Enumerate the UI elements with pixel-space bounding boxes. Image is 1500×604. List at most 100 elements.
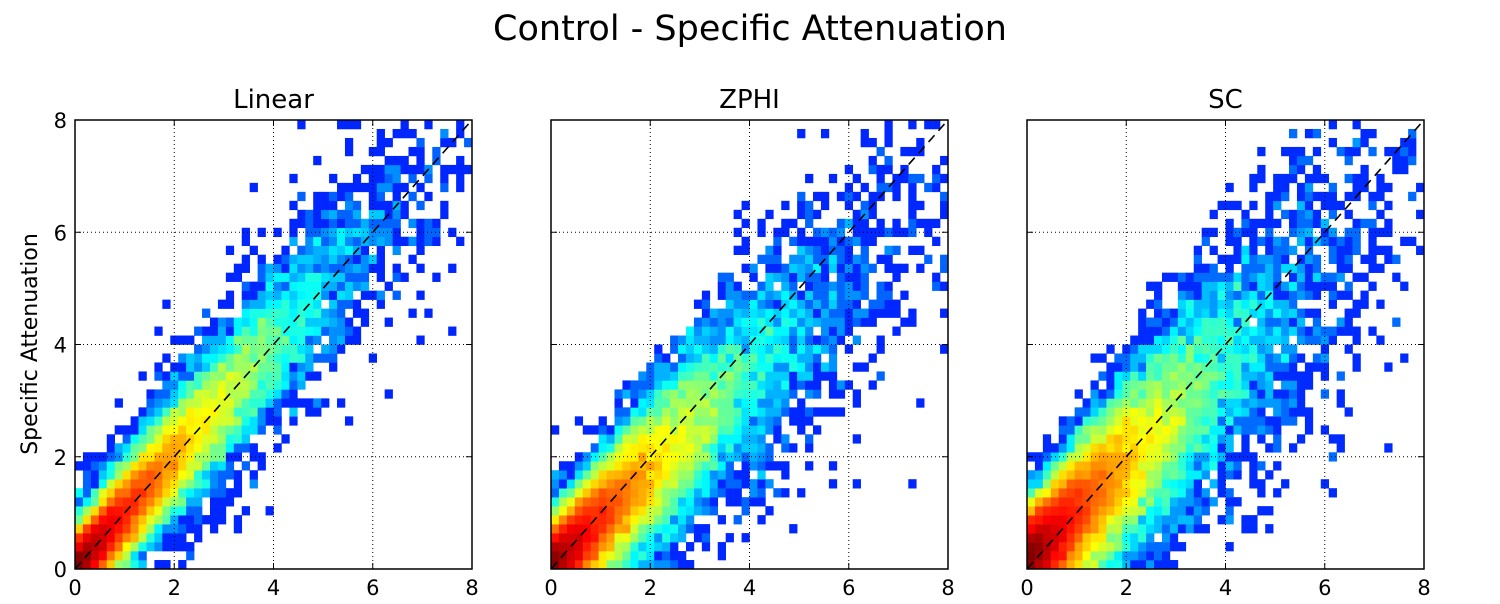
heatmap-cell	[662, 533, 671, 543]
heatmap-cell	[217, 515, 227, 525]
heatmap-cell	[1360, 128, 1369, 139]
heatmap-cell	[337, 308, 346, 318]
heatmap-cell	[1161, 398, 1171, 408]
heatmap-cell	[614, 407, 623, 417]
heatmap-cell	[233, 344, 243, 354]
heatmap-cell	[194, 344, 203, 354]
heatmap-cell	[289, 380, 298, 390]
heatmap-cell	[630, 533, 639, 543]
heatmap-cell	[805, 416, 814, 426]
heatmap-cell	[797, 290, 806, 300]
heatmap-cell	[98, 479, 108, 489]
heatmap-cell	[257, 416, 266, 426]
heatmap-cell	[638, 452, 647, 462]
heatmap-cell	[662, 470, 671, 480]
heatmap-cell	[1138, 353, 1147, 363]
heatmap-cell	[646, 506, 655, 516]
heatmap-cell	[1257, 272, 1266, 282]
heatmap-cell	[368, 254, 378, 264]
heatmap-cell	[337, 182, 346, 193]
heatmap-cell	[1185, 461, 1195, 471]
heatmap-cell	[225, 317, 235, 327]
heatmap-cell	[249, 308, 258, 318]
heatmap-cell	[360, 317, 370, 327]
heatmap-cell	[622, 560, 631, 570]
heatmap-cell	[1281, 362, 1290, 372]
heatmap-cell	[670, 479, 679, 489]
heatmap-cell	[654, 407, 663, 417]
heatmap-cell	[273, 398, 282, 408]
heatmap-cell	[852, 254, 861, 264]
heatmap-cell	[178, 479, 187, 489]
heatmap-cell	[352, 281, 362, 291]
heatmap-cell	[757, 461, 766, 471]
heatmap-cell	[1050, 461, 1060, 471]
heatmap-cell	[297, 263, 306, 273]
heatmap-cell	[138, 542, 147, 552]
heatmap-cell	[1400, 281, 1409, 291]
heatmap-cell	[360, 164, 370, 175]
heatmap-cell	[384, 317, 393, 327]
heatmap-cell	[75, 488, 84, 498]
heatmap-cell	[1185, 452, 1195, 462]
heatmap-cell	[693, 479, 703, 489]
heatmap-cell	[693, 398, 703, 408]
heatmap-cell	[1161, 506, 1171, 516]
heatmap-cell	[1098, 434, 1107, 444]
heatmap-cell	[1217, 254, 1226, 264]
heatmap-cell	[209, 353, 219, 363]
heatmap-cell	[733, 209, 742, 220]
heatmap-cell	[1265, 236, 1274, 247]
heatmap-cell	[1392, 272, 1401, 282]
heatmap-cell	[1058, 452, 1067, 462]
heatmap-cell	[836, 191, 846, 202]
heatmap-cell	[1154, 353, 1163, 363]
heatmap-cell	[1138, 560, 1147, 570]
heatmap-cell	[1177, 380, 1187, 390]
heatmap-cell	[1130, 398, 1139, 408]
heatmap-cell	[1257, 461, 1266, 471]
heatmap-cell	[202, 362, 211, 372]
heatmap-cell	[828, 380, 838, 390]
heatmap-cell	[1225, 488, 1234, 498]
heatmap-cell	[1257, 218, 1266, 229]
heatmap-cell	[630, 515, 639, 525]
heatmap-cell	[598, 425, 607, 435]
heatmap-cell	[1185, 524, 1195, 534]
heatmap-cell	[709, 308, 719, 318]
heatmap-cell	[416, 263, 425, 273]
heatmap-cell	[130, 533, 139, 543]
heatmap-cell	[1289, 371, 1298, 381]
heatmap-cell	[305, 344, 314, 354]
grid	[1027, 120, 1424, 569]
heatmap-cell	[1058, 506, 1067, 516]
heatmap-cell	[273, 272, 282, 282]
heatmap-cell	[1106, 344, 1115, 354]
heatmap-cell	[693, 389, 703, 399]
heatmap-cell	[551, 506, 560, 516]
heatmap-cell	[392, 218, 401, 229]
heatmap-cell	[749, 380, 758, 390]
heatmap-cell	[1249, 218, 1258, 229]
heatmap-cell	[1138, 416, 1147, 426]
heatmap-cell	[828, 344, 838, 354]
heatmap-cell	[749, 362, 758, 372]
heatmap-cell	[392, 290, 401, 300]
heatmap-cell	[749, 407, 758, 417]
heatmap-cell	[186, 524, 195, 534]
heatmap-cell	[313, 245, 322, 255]
heatmap-cell	[678, 515, 687, 525]
heatmap-cell	[1161, 389, 1171, 399]
heatmap-cell	[337, 398, 346, 408]
heatmap-cell	[757, 371, 766, 381]
heatmap-cell	[781, 272, 790, 282]
heatmap-cell	[360, 308, 370, 318]
heatmap-cell	[1177, 317, 1187, 327]
heatmap-cell	[1138, 497, 1147, 507]
heatmap-cell	[630, 551, 639, 561]
heatmap-cell	[574, 416, 584, 426]
heatmap-cell	[693, 299, 703, 309]
heatmap-cell	[1074, 551, 1083, 561]
heatmap-cell	[820, 362, 830, 372]
heatmap-cell	[606, 506, 615, 516]
